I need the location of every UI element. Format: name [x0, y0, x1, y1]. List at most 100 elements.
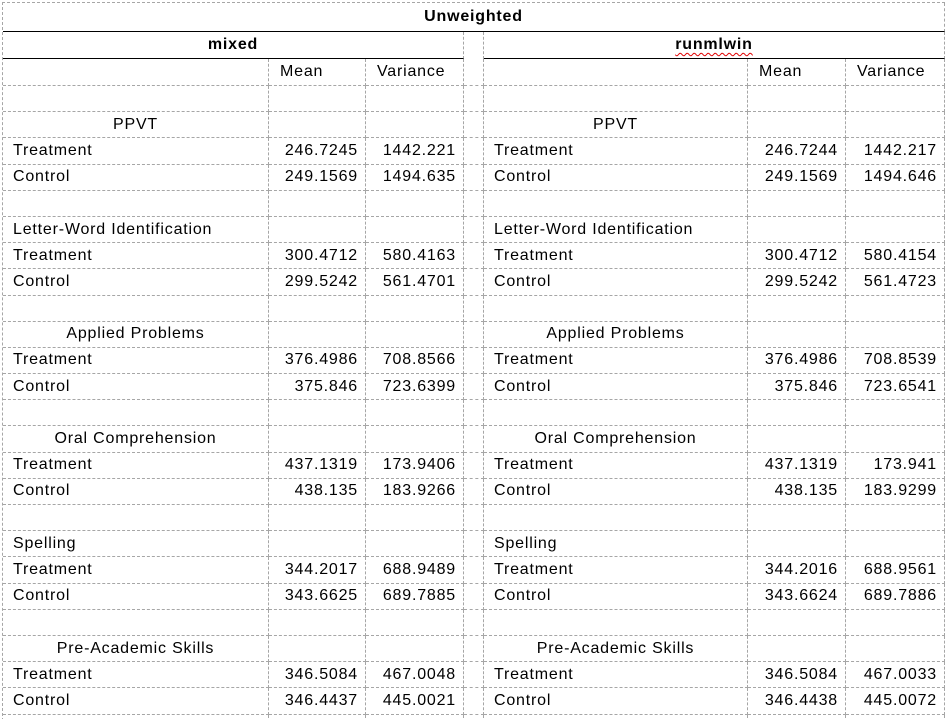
section-title: Spelling — [3, 531, 269, 558]
runmlwin-mean-value: 346.5084 — [748, 662, 846, 689]
variance-column-header: Variance — [366, 59, 464, 86]
mixed-mean-value: 300.4712 — [269, 243, 366, 270]
empty-cell — [846, 531, 945, 558]
mixed-mean-value: 346.5084 — [269, 662, 366, 689]
spacer-cell — [464, 714, 484, 719]
empty-cell — [3, 714, 269, 719]
empty-cell — [269, 531, 366, 558]
empty-cell — [846, 190, 945, 217]
row-label: Treatment — [3, 662, 269, 689]
row-label: Control — [3, 374, 269, 401]
runmlwin-variance-value: 689.7886 — [846, 583, 945, 610]
row-label: Control — [484, 374, 748, 401]
mixed-variance-value: 445.0021 — [366, 688, 464, 715]
empty-cell — [366, 714, 464, 719]
section-title: Spelling — [484, 531, 748, 558]
mixed-mean-value: 346.4437 — [269, 688, 366, 715]
empty-cell — [366, 86, 464, 113]
spacer-cell — [464, 32, 484, 59]
empty-cell — [366, 216, 464, 244]
runmlwin-mean-value: 249.1569 — [748, 164, 846, 191]
empty-cell — [269, 86, 366, 113]
row-label: Control — [3, 478, 269, 505]
empty-cell — [484, 295, 748, 322]
runmlwin-variance-value: 1494.646 — [846, 164, 945, 191]
mixed-mean-value: 343.6625 — [269, 583, 366, 610]
row-label: Control — [484, 688, 748, 715]
mixed-variance-value: 1442.221 — [366, 138, 464, 165]
mixed-variance-value: 1494.635 — [366, 164, 464, 191]
row-label: Treatment — [484, 662, 748, 689]
empty-cell — [846, 295, 945, 322]
runmlwin-mean-value: 375.846 — [748, 374, 846, 401]
empty-cell — [366, 531, 464, 558]
empty-cell — [366, 321, 464, 348]
mixed-variance-value: 688.9489 — [366, 557, 464, 584]
empty-cell — [748, 714, 846, 719]
empty-cell — [748, 635, 846, 663]
empty-cell — [846, 505, 945, 532]
row-label: Treatment — [3, 347, 269, 375]
spacer-cell — [464, 374, 484, 401]
mixed-mean-value: 299.5242 — [269, 269, 366, 296]
spacer-cell — [464, 635, 484, 663]
empty-cell — [484, 190, 748, 217]
mixed-mean-value: 376.4986 — [269, 347, 366, 375]
empty-cell — [748, 295, 846, 322]
row-label: Control — [3, 583, 269, 610]
section-title: PPVT — [3, 112, 269, 139]
row-label: Treatment — [3, 243, 269, 270]
empty-cell — [484, 400, 748, 427]
empty-cell — [748, 400, 846, 427]
empty-cell — [366, 400, 464, 427]
runmlwin-mean-value: 437.1319 — [748, 452, 846, 479]
empty-cell — [846, 216, 945, 244]
row-label: Treatment — [3, 138, 269, 165]
runmlwin-variance-value: 561.4723 — [846, 269, 945, 296]
row-label: Treatment — [3, 452, 269, 479]
spacer-cell — [464, 452, 484, 479]
row-label: Treatment — [484, 347, 748, 375]
spacer-cell — [464, 59, 484, 86]
spacer-cell — [464, 662, 484, 689]
runmlwin-mean-value: 376.4986 — [748, 347, 846, 375]
spacer-cell — [464, 86, 484, 113]
row-label: Control — [3, 164, 269, 191]
section-title: Oral Comprehension — [484, 426, 748, 453]
empty-cell — [846, 714, 945, 719]
row-label: Control — [484, 583, 748, 610]
empty-cell — [269, 216, 366, 244]
empty-cell — [3, 400, 269, 427]
spacer-cell — [464, 505, 484, 532]
mixed-variance-value: 723.6399 — [366, 374, 464, 401]
empty-cell — [846, 635, 945, 663]
runmlwin-variance-value: 173.941 — [846, 452, 945, 479]
empty-cell — [269, 112, 366, 139]
runmlwin-variance-value: 708.8539 — [846, 347, 945, 375]
spacer-cell — [464, 216, 484, 244]
empty-cell — [748, 426, 846, 453]
empty-cell — [269, 426, 366, 453]
row-label: Treatment — [484, 243, 748, 270]
spacer-cell — [464, 190, 484, 217]
empty-cell — [748, 216, 846, 244]
spacer-cell — [464, 688, 484, 715]
empty-cell — [269, 321, 366, 348]
spacer-cell — [464, 112, 484, 139]
runmlwin-mean-value: 299.5242 — [748, 269, 846, 296]
empty-cell — [269, 400, 366, 427]
empty-cell — [748, 112, 846, 139]
row-label: Control — [484, 269, 748, 296]
empty-cell — [748, 190, 846, 217]
empty-cell — [366, 426, 464, 453]
row-label: Control — [3, 269, 269, 296]
empty-cell — [366, 609, 464, 636]
spacer-cell — [464, 583, 484, 610]
runmlwin-variance-value: 688.9561 — [846, 557, 945, 584]
runmlwin-mean-value: 344.2016 — [748, 557, 846, 584]
spacer-cell — [464, 400, 484, 427]
mixed-variance-value: 467.0048 — [366, 662, 464, 689]
spacer-cell — [464, 426, 484, 453]
mixed-mean-value: 437.1319 — [269, 452, 366, 479]
spacer-cell — [464, 164, 484, 191]
